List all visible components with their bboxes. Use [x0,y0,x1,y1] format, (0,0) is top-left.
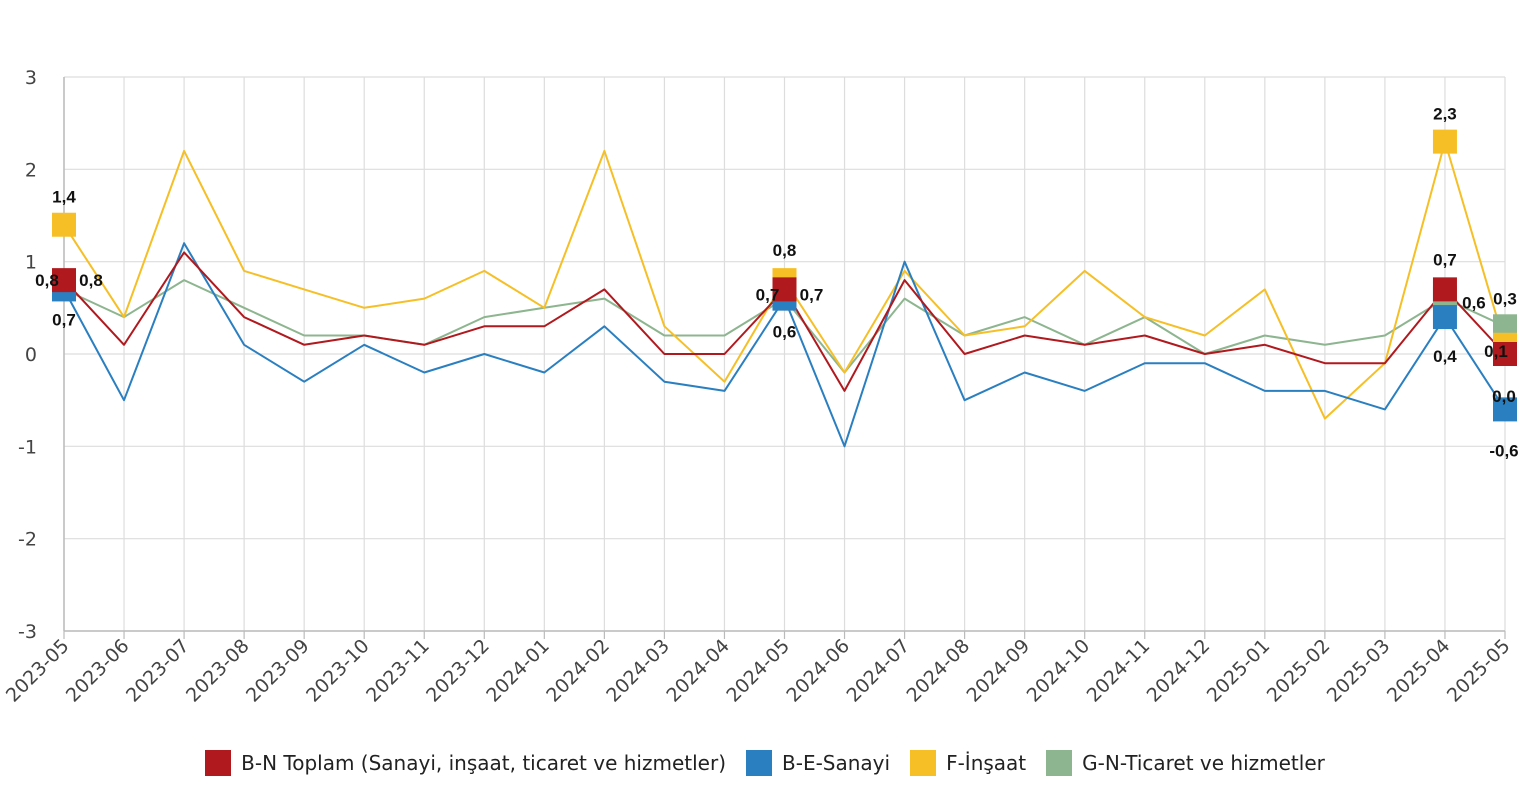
x-tick-label: 2023-05 [2,635,74,707]
legend-item[interactable]: F-İnşaat [910,750,1026,776]
x-tick-label: 2025-05 [1443,635,1515,707]
y-tick-label: 3 [25,67,37,89]
series-marker [52,268,76,293]
data-label: -0,6 [1489,441,1518,460]
series-marker [1432,129,1457,154]
data-label: 0,7 [1433,250,1457,269]
legend-swatch [205,750,232,776]
x-tick-label: 2024-07 [842,635,914,707]
legend-label: G-N-Ticaret ve hizmetler [1082,751,1325,775]
legend-item[interactable]: G-N-Ticaret ve hizmetler [1046,750,1325,776]
series-marker [1493,342,1517,366]
series-marker [1493,397,1517,422]
grid [63,76,1506,632]
data-label: 0,7 [756,285,780,304]
y-tick-label: 1 [25,252,37,274]
data-label: 0,0 [1492,387,1516,406]
x-tick-label: 2025-01 [1203,635,1275,707]
data-label: 0,3 [1493,289,1517,308]
x-tick-label: 2025-04 [1383,635,1455,707]
x-tick-label: 2023-06 [62,635,134,707]
data-label: 0,8 [79,271,103,290]
data-label: 0,6 [1462,294,1486,313]
data-label: 0,7 [800,285,824,304]
x-tick-label: 2024-03 [602,635,674,707]
x-tick-label: 2024-08 [902,635,974,707]
data-label: 0,8 [773,241,797,260]
legend-label: B-E-Sanayi [782,751,891,775]
legend-item[interactable]: B-N Toplam (Sanayi, inşaat, ticaret ve h… [205,750,726,776]
x-tick-label: 2023-11 [362,635,434,707]
data-label: 0,7 [52,310,76,329]
legend: B-N Toplam (Sanayi, inşaat, ticaret ve h… [0,750,1530,776]
x-tick-label: 2024-02 [542,635,614,707]
y-tick-label: -3 [18,621,37,643]
series-marker [52,212,76,237]
legend-swatch [1046,750,1073,776]
x-tick-label: 2023-08 [182,635,254,707]
x-tick-label: 2025-02 [1263,635,1335,707]
data-label: 0,1 [1484,342,1508,361]
data-label: 0,8 [35,271,59,290]
line-chart: -3-2-101232023-052023-062023-072023-0820… [2,67,1519,707]
x-tick-label: 2024-05 [722,635,794,707]
data-label: 0,6 [773,323,797,342]
x-tick-label: 2024-01 [482,635,554,707]
axes: -3-2-101232023-052023-062023-072023-0820… [2,67,1515,707]
y-tick-label: -1 [18,436,37,458]
x-tick-label: 2024-12 [1143,635,1215,707]
legend-label: B-N Toplam (Sanayi, inşaat, ticaret ve h… [241,751,726,775]
y-tick-label: -2 [18,529,37,551]
x-tick-label: 2024-10 [1023,635,1095,707]
data-label: 0,4 [1433,347,1457,366]
x-tick-label: 2024-04 [662,635,734,707]
x-tick-label: 2023-07 [122,635,194,707]
x-tick-label: 2023-09 [242,635,314,707]
legend-item[interactable]: B-E-Sanayi [746,750,890,776]
series-marker [1432,305,1457,330]
legend-swatch [910,750,937,776]
x-tick-label: 2024-06 [782,635,854,707]
data-labels: 1,40,8 0,80,70,80,7 0,70,62,30,70,60,40,30… [35,105,1518,461]
x-tick-label: 2024-09 [963,635,1035,707]
series-marker [1432,277,1457,302]
y-tick-label: 2 [25,159,37,181]
x-tick-label: 2023-12 [422,635,494,707]
data-label: 1,4 [52,188,76,207]
legend-label: F-İnşaat [946,751,1027,775]
data-label: 2,3 [1433,105,1457,124]
legend-swatch [746,750,772,776]
x-tick-label: 2023-10 [302,635,374,707]
x-tick-label: 2024-11 [1083,635,1155,707]
x-tick-label: 2025-03 [1323,635,1395,707]
y-tick-label: 0 [25,344,37,366]
series-markers [52,129,1517,422]
series-marker [772,277,797,302]
